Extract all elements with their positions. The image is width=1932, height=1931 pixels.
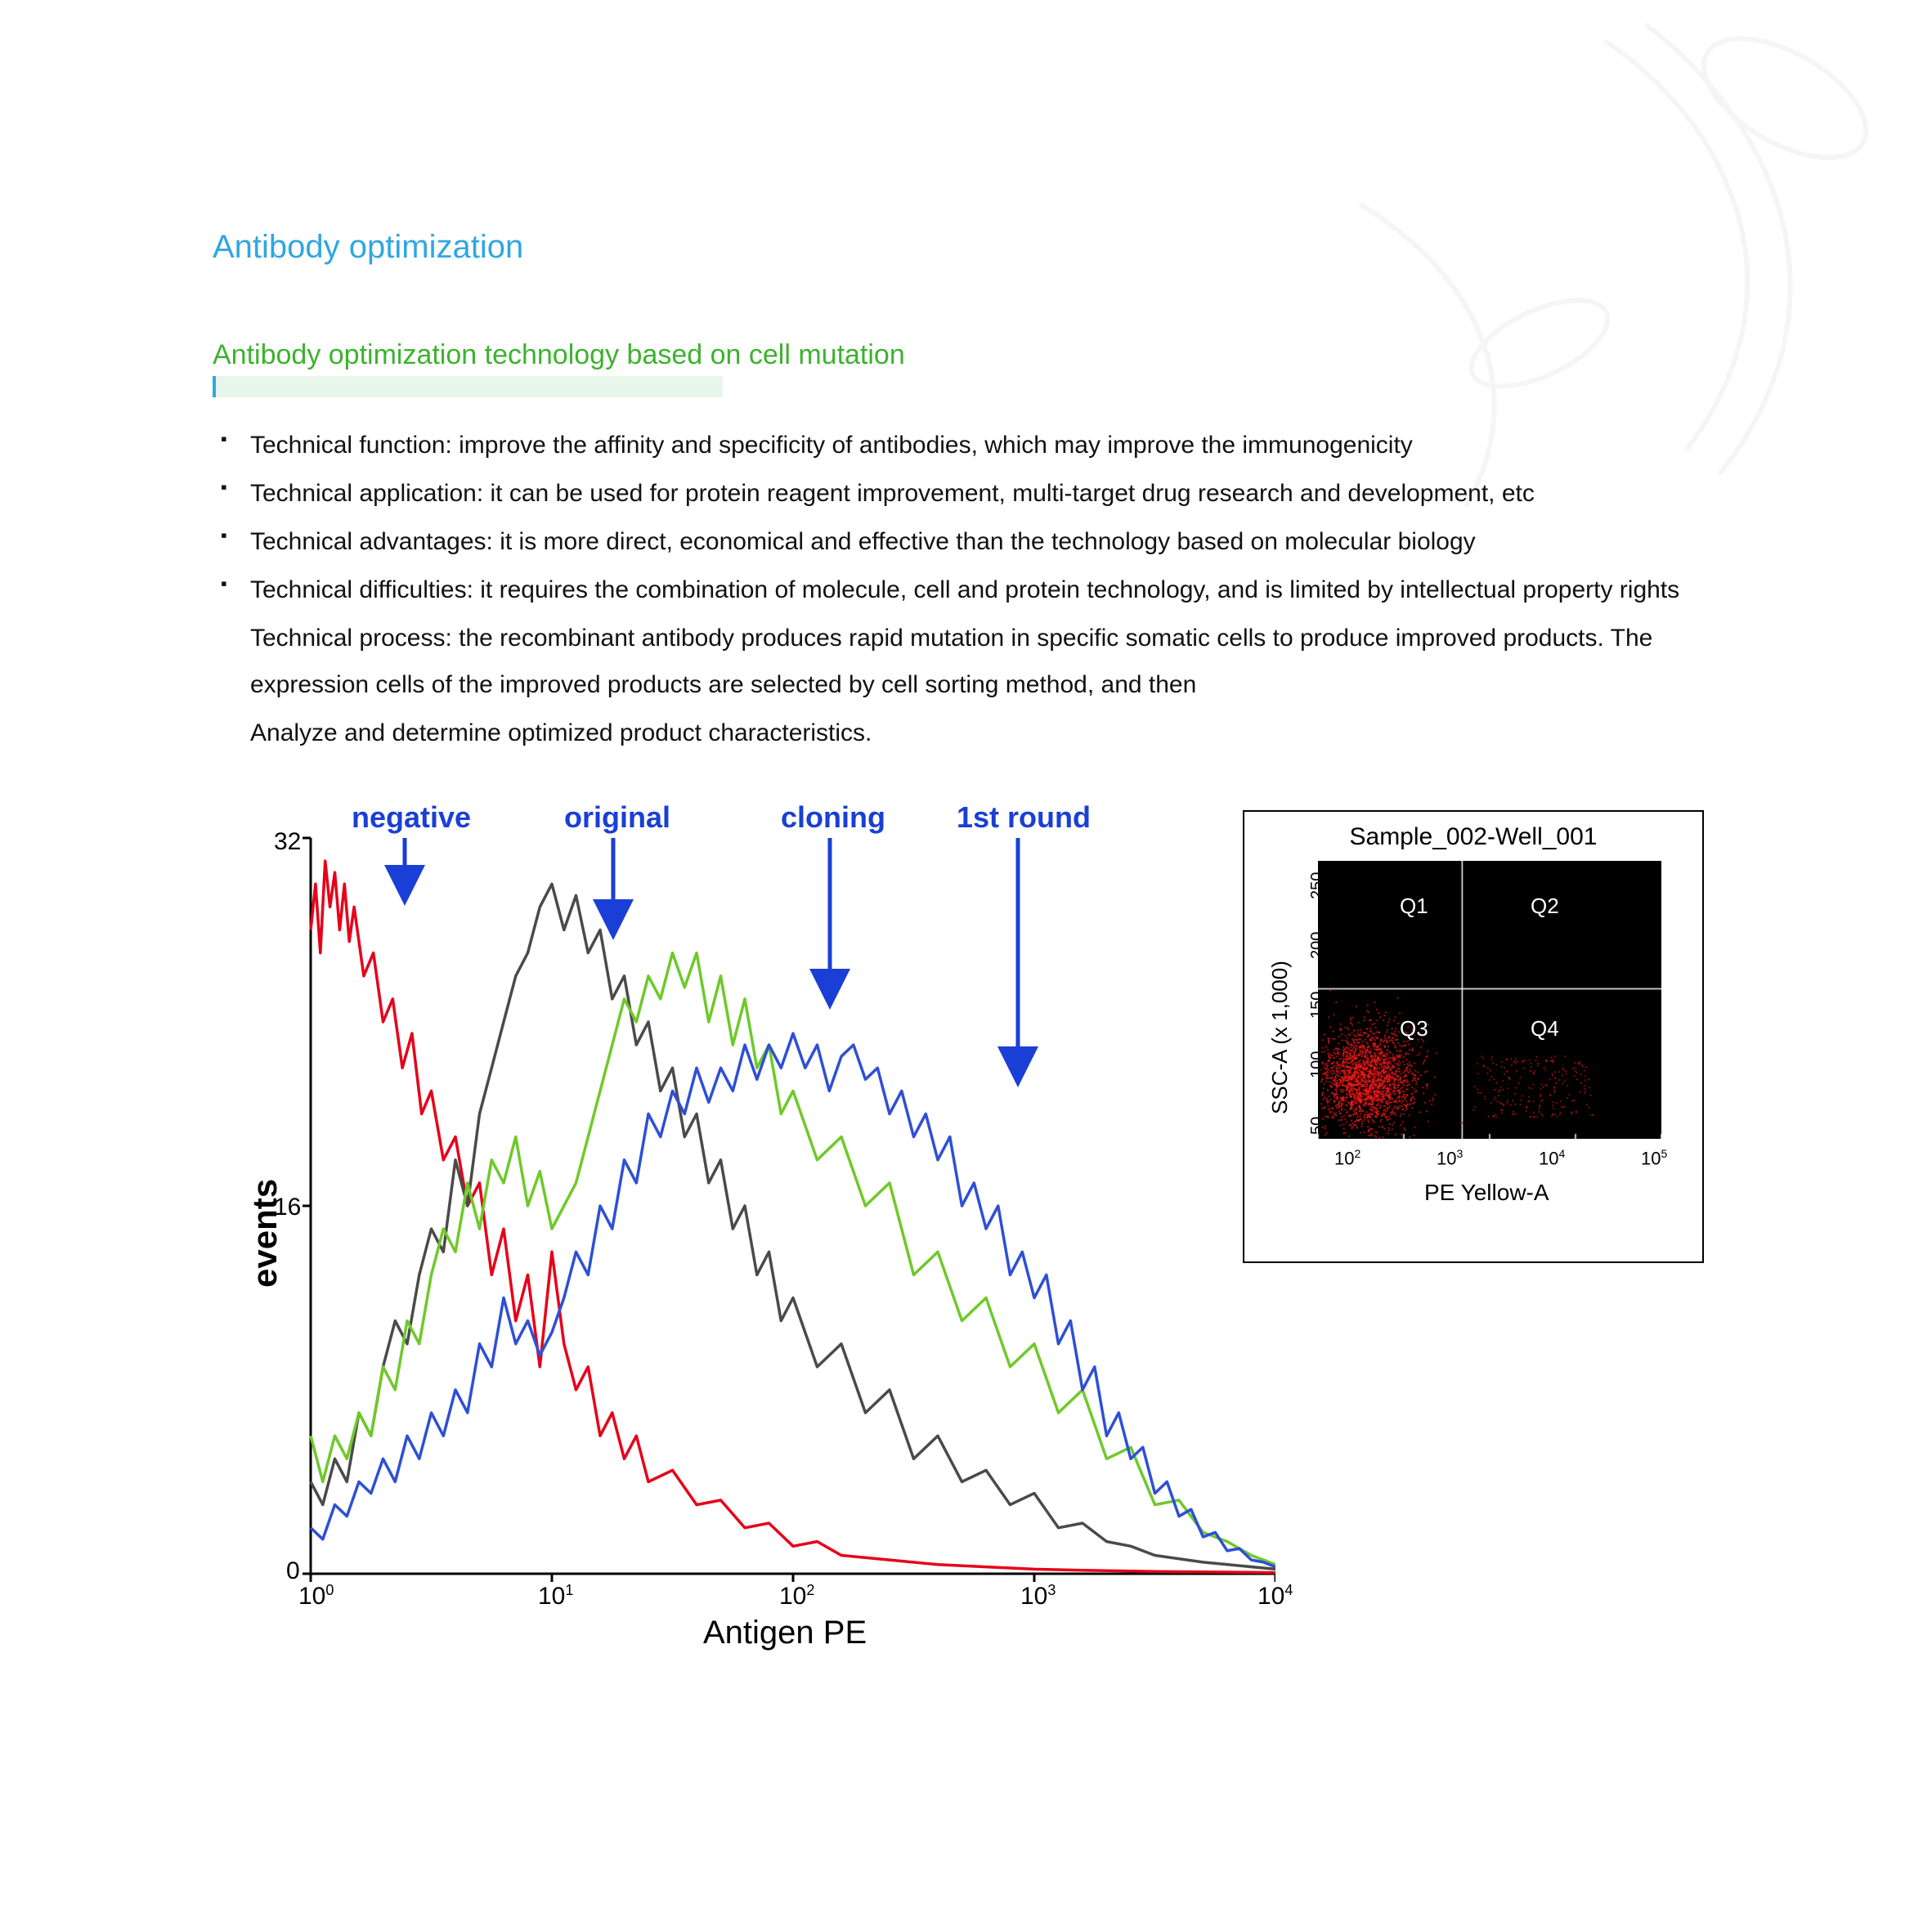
scatter-ytick: 150	[1308, 992, 1327, 1019]
scatter-xlabel: PE Yellow-A	[1424, 1180, 1549, 1206]
quad-q2: Q2	[1531, 894, 1559, 919]
bullet-item: Technical difficulties: it requires the …	[213, 567, 1717, 613]
scatter-xtick: 105	[1641, 1147, 1667, 1169]
scatter-panel: Sample_002-Well_001 SSC-A (x 1,000) Q1 Q…	[1243, 810, 1704, 1263]
scatter-ytick: 200	[1308, 932, 1327, 959]
hist-xtick: 101	[538, 1582, 573, 1611]
page-title: Antibody optimization	[213, 229, 1717, 266]
annotation-arrows	[213, 781, 1275, 1190]
scatter-xtick: 103	[1437, 1147, 1463, 1169]
scatter-ytick: 50	[1308, 1117, 1327, 1135]
hist-ytick: 16	[274, 1194, 301, 1221]
scatter-xtick: 104	[1539, 1147, 1565, 1169]
scatter-canvas	[1318, 861, 1661, 1139]
process-line: Analyze and determine optimized product …	[213, 710, 1717, 756]
bullet-item: Technical application: it can be used fo…	[213, 470, 1717, 517]
quad-q3: Q3	[1400, 1016, 1428, 1042]
scatter-ylabel: SSC-A (x 1,000)	[1267, 961, 1293, 1114]
hist-ytick: 0	[286, 1557, 300, 1585]
page-subtitle: Antibody optimization technology based o…	[213, 339, 1717, 371]
hist-xtick: 103	[1020, 1582, 1056, 1611]
quad-q1: Q1	[1400, 894, 1428, 919]
bullet-item: Technical advantages: it is more direct,…	[213, 518, 1717, 565]
subtitle-underline	[213, 376, 723, 397]
process-line: Technical process: the recombinant antib…	[213, 615, 1717, 708]
hist-xtick: 102	[779, 1582, 814, 1611]
hist-xlabel: Antigen PE	[703, 1615, 867, 1651]
figure-area: negative original cloning 1st round even…	[213, 781, 1684, 1721]
scatter-plot-area: Q1 Q2 Q3 Q4	[1318, 861, 1661, 1139]
quad-q4: Q4	[1531, 1016, 1559, 1042]
bullet-list: Technical function: improve the affinity…	[213, 422, 1717, 756]
hist-ytick: 32	[274, 828, 301, 856]
scatter-xtick: 102	[1334, 1147, 1360, 1169]
scatter-title: Sample_002-Well_001	[1244, 823, 1702, 851]
hist-xtick: 104	[1257, 1582, 1293, 1611]
scatter-ytick: 250	[1308, 872, 1327, 899]
bullet-item: Technical function: improve the affinity…	[213, 422, 1717, 468]
scatter-ytick: 100	[1308, 1051, 1327, 1078]
hist-xtick: 100	[298, 1582, 334, 1611]
